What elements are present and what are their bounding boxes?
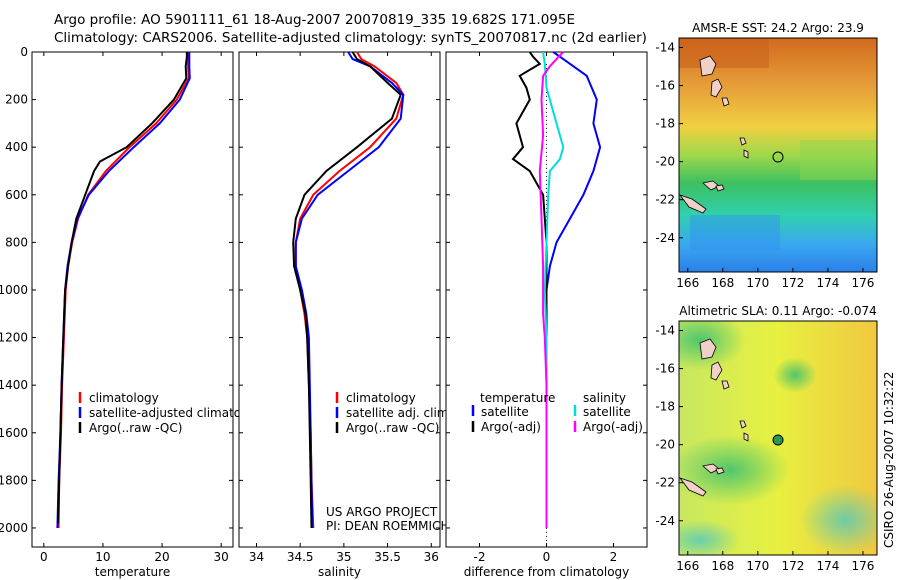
map-x-tick-label: 176 (852, 276, 875, 290)
map-y-tick-label: -22 (655, 476, 675, 490)
legend-label: satellite adj. clim. (346, 406, 452, 420)
legend-label: Argo(-adj) (583, 420, 643, 434)
x-tick-label: 20 (154, 550, 169, 564)
map-y-tick-label: -16 (655, 79, 675, 93)
figure-title-line2: Climatology: CARS2006. Satellite-adjuste… (54, 30, 647, 46)
map-y-tick-label: -14 (655, 41, 675, 55)
sla-low-sw (679, 520, 740, 555)
map-y-tick-label: -20 (655, 155, 675, 169)
sst-map: AMSR-E SST: 24.2 Argo: 23.9 166 168 170 172 1… (655, 21, 878, 290)
map-x-tick-label: 174 (816, 559, 839, 573)
map-y-tick-label: -18 (655, 400, 675, 414)
y-tick-label: 2000 (0, 521, 28, 535)
x-tick-label: 0 (543, 550, 551, 564)
plot-frame (31, 51, 234, 548)
y-tick-label: 1200 (0, 331, 28, 345)
project-annotation: US ARGO PROJECT (326, 505, 438, 519)
map-y-tick-label: -22 (655, 193, 675, 207)
legend-label: climatology (89, 391, 159, 405)
sst-blue-patch (690, 215, 780, 250)
map-x-tick-label: 176 (852, 559, 875, 573)
sst-map-frame (678, 37, 878, 273)
map-y-tick-label: -24 (655, 514, 675, 528)
x-tick-label: 35.5 (374, 550, 401, 564)
y-tick-label: 200 (5, 93, 28, 107)
legend-label: satellite (481, 405, 529, 419)
sst-map-axes: AMSR-E SST: 24.2 Argo: 23.9 166 168 170 172 1… (655, 21, 874, 290)
legend-label: Argo(..raw -QC) (89, 421, 182, 435)
argo-location-marker-sla (772, 434, 784, 446)
map-x-tick-label: 168 (711, 559, 734, 573)
islands (679, 55, 749, 214)
legend-label: Argo(..raw -QC) (346, 421, 439, 435)
x-tick-label: 36 (424, 550, 439, 564)
map-title: Altimetric SLA: 0.11 Argo: -0.074 (679, 304, 876, 318)
legend-label: Argo(-adj) (481, 420, 541, 434)
map-y-tick-label: -14 (655, 324, 675, 338)
map-x-tick-label: 168 (711, 276, 734, 290)
figure-title-line1: Argo profile: AO 5901111_61 18-Aug-2007 … (54, 12, 575, 28)
x-axis-label: difference from climatology (464, 565, 630, 579)
sst-warm-patch (679, 38, 769, 68)
salinity-panel: 34 34.5 35 35.5 36 salinity climatologysatelli… (238, 51, 452, 579)
map-y-tick-label: -20 (655, 438, 675, 452)
x-tick-label: 10 (95, 550, 110, 564)
legend-label: climatology (346, 391, 416, 405)
map-x-tick-label: 174 (816, 276, 839, 290)
map-x-tick-label: 166 (676, 276, 699, 290)
project-annotation: PI: DEAN ROEMMICH (326, 519, 449, 533)
x-tick-label: 0 (40, 550, 48, 564)
y-tick-label: 400 (5, 140, 28, 154)
series-line-argo-raw-qc- (57, 52, 188, 524)
sla-map: Altimetric SLA: 0.11 Argo: -0.074 166 168 1… (655, 304, 878, 573)
y-tick-label: 1800 (0, 473, 28, 487)
map-x-tick-label: 166 (676, 559, 699, 573)
y-tick-label: 0 (20, 45, 28, 59)
sla-map-axes: Altimetric SLA: 0.11 Argo: -0.074 166 168 1… (655, 304, 876, 573)
series-line-argo-raw-qc- (292, 51, 402, 529)
x-tick-label: 34.5 (287, 550, 314, 564)
y-tick-label: 1600 (0, 426, 28, 440)
x-axis-label: temperature (95, 565, 170, 579)
series-line-salinity-satellite (542, 51, 565, 528)
map-y-tick-label: -24 (655, 231, 675, 245)
sst-field (679, 38, 877, 272)
map-x-tick-label: 170 (746, 276, 769, 290)
sla-low-south (800, 485, 877, 555)
map-y-tick-label: -16 (655, 362, 675, 376)
legend-label: satellite-adjusted climatology (89, 406, 267, 420)
legend-label: satellite (583, 405, 631, 419)
map-title: AMSR-E SST: 24.2 Argo: 23.9 (692, 21, 864, 35)
map-x-tick-label: 170 (746, 559, 769, 573)
side-timestamp: CSIRO 26-Aug-2007 10:32:22 (882, 372, 896, 548)
x-tick-label: 34 (249, 550, 264, 564)
map-x-tick-label: 172 (781, 276, 804, 290)
x-tick-label: 2 (610, 550, 618, 564)
sla-low-mid (679, 435, 790, 505)
sst-cool-patch (800, 140, 877, 180)
map-y-tick-label: -18 (655, 117, 675, 131)
y-tick-label: 1400 (0, 378, 28, 392)
x-axis-label: salinity (318, 565, 361, 579)
temperature-panel: 0 200 400 600 800 1000 1200 1400 1600 1800 2000 0 10… (0, 45, 267, 579)
islands-sla (679, 338, 749, 497)
sla-low-center (773, 357, 817, 393)
map-x-tick-label: 172 (781, 559, 804, 573)
y-tick-label: 600 (5, 188, 28, 202)
y-tick-label: 1000 (0, 283, 28, 297)
x-tick-label: 35 (336, 550, 351, 564)
plot-frame (238, 51, 441, 548)
x-tick-label: -2 (474, 550, 486, 564)
series-line-salinity-argo-adj- (538, 51, 565, 528)
y-tick-label: 800 (5, 235, 28, 249)
argo-location-marker (772, 151, 784, 163)
sla-map-frame (678, 320, 878, 556)
x-tick-label: 30 (214, 550, 229, 564)
legend-heading: salinity (583, 391, 626, 405)
legend-heading: temperature (480, 391, 555, 405)
